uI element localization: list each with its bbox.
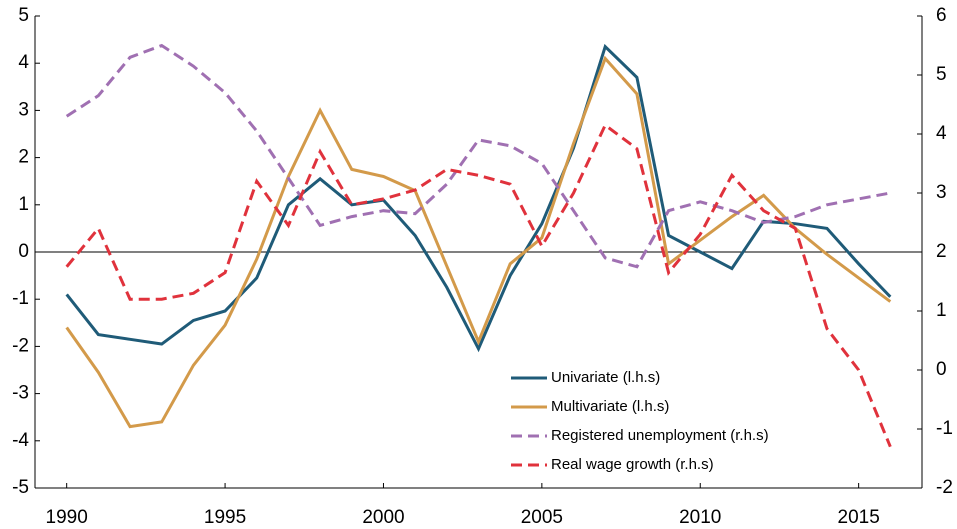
x-tick-label: 2000 [362, 507, 404, 528]
y-tick-label: -2 [12, 335, 29, 356]
x-tick-label: 1990 [46, 507, 88, 528]
x-tick-label: 2005 [521, 507, 563, 528]
x-tick-label: 1995 [204, 507, 246, 528]
series-line [65, 55, 892, 429]
y2-tick-label: 6 [936, 5, 947, 26]
legend-label: Registered unemployment (r.h.s) [551, 427, 769, 444]
y-tick-label: 3 [18, 99, 29, 120]
legend-label: Real wage growth (r.h.s) [551, 456, 714, 473]
y2-tick-label: 2 [936, 241, 947, 262]
y-tick-label: 1 [18, 194, 29, 215]
y-tick-label: 2 [18, 147, 29, 168]
y-tick-label: -3 [12, 383, 29, 404]
y2-tick-label: 3 [936, 182, 947, 203]
x-tick-label: 2015 [838, 507, 880, 528]
series-line [65, 122, 892, 448]
y-tick-label: 4 [18, 52, 29, 73]
series-line [65, 43, 892, 353]
y-tick-label: -4 [12, 430, 29, 451]
y2-tick-label: 4 [936, 123, 947, 144]
y-tick-label: 5 [18, 5, 29, 26]
y-tick-label: -5 [12, 477, 29, 498]
legend-label: Multivariate (l.h.s) [551, 398, 669, 415]
y2-tick-label: 5 [936, 64, 947, 85]
y-tick-label: 0 [18, 241, 29, 262]
y-tick-label: -1 [12, 288, 29, 309]
y2-tick-label: 0 [936, 359, 947, 380]
y2-tick-label: -2 [936, 477, 953, 498]
y2-tick-label: -1 [936, 418, 953, 439]
y2-tick-label: 1 [936, 300, 947, 321]
series-line [65, 43, 891, 269]
x-tick-label: 2010 [679, 507, 721, 528]
legend-label: Univariate (l.h.s) [551, 369, 660, 386]
